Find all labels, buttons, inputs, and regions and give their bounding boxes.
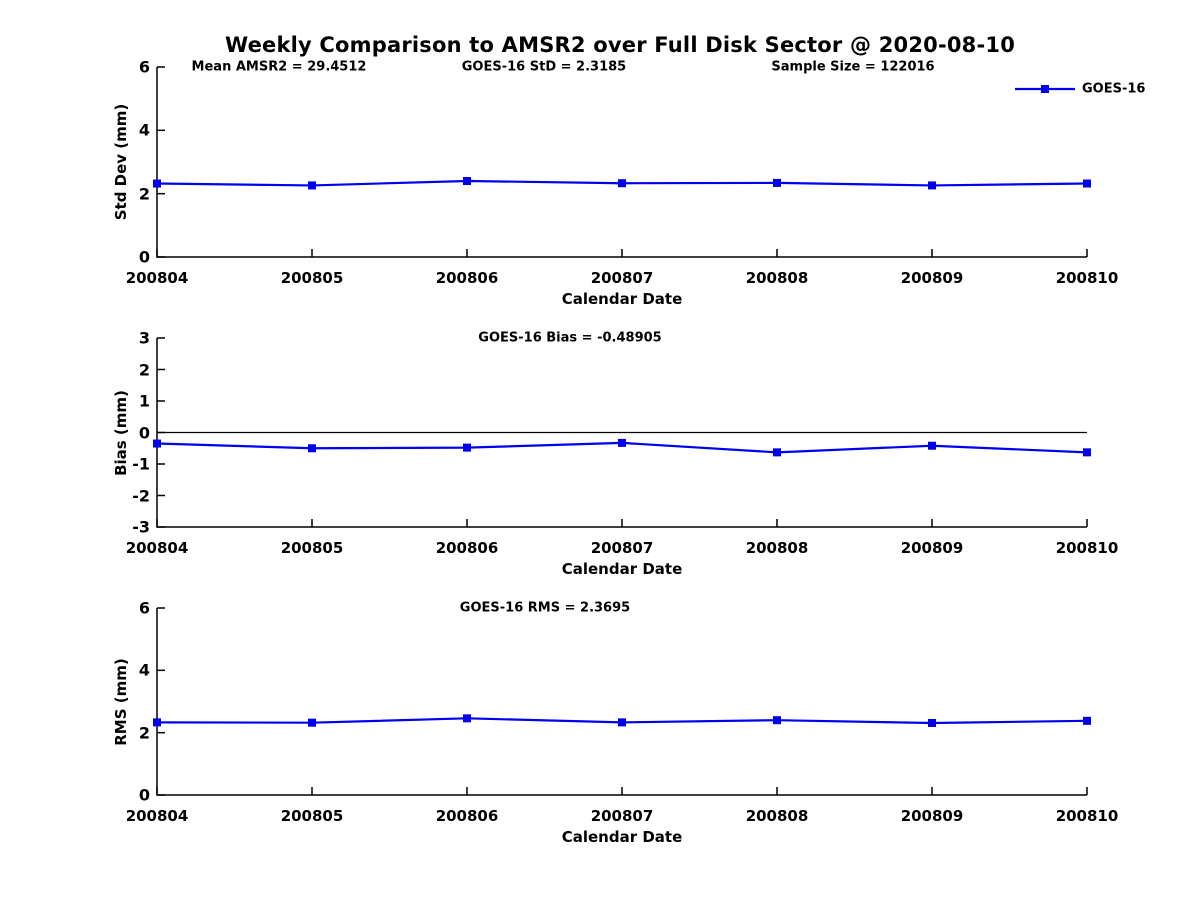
bias-y-tick-label: 2 [138, 360, 150, 379]
rms-x-tick-label: 200810 [1055, 807, 1119, 825]
bias-y-axis-label: Bias (mm) [112, 389, 130, 476]
bias-y-tick-label: -1 [132, 454, 150, 474]
std-dev-y-axis-label: Std Dev (mm) [112, 103, 130, 221]
std-dev-x-tick-label: 200810 [1055, 269, 1119, 287]
std-dev-data-point-marker [153, 179, 161, 188]
std-dev-annotation: Sample Size = 122016 [771, 59, 935, 75]
std-dev-annotation: Mean AMSR2 = 29.4512 [191, 59, 367, 75]
bias-y-tick-label: -3 [132, 517, 150, 537]
std-dev-x-tick-label: 200809 [900, 269, 964, 287]
std-dev-annotation: GOES-16 StD = 2.3185 [461, 59, 627, 75]
std-dev-data-point-marker [618, 179, 626, 188]
rms-data-point-marker [928, 719, 936, 728]
figure-title: Weekly Comparison to AMSR2 over Full Dis… [224, 33, 1016, 57]
rms-x-tick-label: 200806 [435, 807, 499, 825]
std-dev-x-tick-label: 200807 [590, 269, 654, 287]
bias-data-point-marker [1083, 448, 1091, 457]
bias-y-tick-label: -2 [132, 486, 150, 505]
rms-y-tick-label: 6 [138, 598, 150, 618]
legend-entry-goes-16: GOES-16 [1082, 81, 1146, 97]
rms-data-point-marker [618, 718, 626, 727]
rms-axis [156, 608, 1087, 796]
bias-annotation: GOES-16 Bias = -0.48905 [478, 330, 662, 346]
rms-x-tick-label: 200804 [125, 807, 189, 825]
bias-y-tick-label: 3 [138, 328, 150, 348]
rms-x-tick-label: 200805 [280, 807, 344, 825]
rms-annotation: GOES-16 RMS = 2.3695 [459, 600, 631, 616]
bias-x-tick-label: 200805 [280, 539, 344, 557]
std-dev-data-point-marker [773, 178, 781, 187]
std-dev-y-tick-label: 4 [138, 120, 150, 140]
bias-data-point-marker [773, 448, 781, 457]
std-dev-data-point-marker [928, 181, 936, 190]
bias-y-tick-label: 1 [138, 391, 150, 411]
bias-x-tick-label: 200806 [435, 539, 499, 557]
bias-y-tick-label: 0 [138, 423, 150, 442]
std-dev-y-tick-label: 0 [138, 247, 150, 267]
legend-marker-sample [1041, 85, 1049, 93]
std-dev-data-point-marker [463, 177, 471, 185]
std-dev-axis [156, 67, 1087, 258]
std-dev-x-tick-label: 200805 [280, 269, 344, 287]
std-dev-y-tick-label: 2 [138, 184, 150, 204]
bias-data-point-marker [928, 441, 936, 450]
std-dev-data-point-marker [308, 181, 316, 190]
bias-data-point-marker [463, 443, 471, 452]
rms-data-point-marker [1083, 716, 1091, 725]
rms-y-tick-label: 2 [138, 723, 150, 743]
rms-data-point-marker [463, 714, 471, 723]
std-dev-x-tick-label: 200806 [435, 269, 499, 287]
std-dev-x-tick-label: 200808 [745, 269, 809, 287]
std-dev-x-axis-label: Calendar Date [561, 290, 683, 308]
rms-x-axis-label: Calendar Date [561, 828, 683, 846]
bias-x-tick-label: 200810 [1055, 539, 1119, 557]
rms-data-point-marker [308, 718, 316, 727]
bias-x-tick-label: 200809 [900, 539, 964, 557]
rms-y-tick-label: 4 [138, 660, 150, 680]
rms-x-tick-label: 200807 [590, 807, 654, 825]
rms-x-tick-label: 200809 [900, 807, 964, 825]
std-dev-x-tick-label: 200804 [125, 269, 189, 287]
rms-y-tick-label: 0 [138, 785, 150, 805]
rms-data-point-marker [773, 716, 781, 725]
std-dev-data-point-marker [1083, 179, 1091, 188]
rms-data-point-marker [153, 718, 161, 727]
bias-data-point-marker [153, 439, 161, 448]
bias-x-tick-label: 200808 [745, 539, 809, 557]
bias-x-tick-label: 200807 [590, 539, 654, 557]
rms-x-tick-label: 200808 [745, 807, 809, 825]
bias-data-point-marker [308, 444, 316, 453]
bias-x-tick-label: 200804 [125, 539, 189, 557]
bias-data-point-marker [618, 438, 626, 447]
bias-x-axis-label: Calendar Date [561, 560, 683, 578]
rms-y-axis-label: RMS (mm) [112, 657, 130, 746]
std-dev-y-tick-label: 6 [138, 57, 150, 77]
